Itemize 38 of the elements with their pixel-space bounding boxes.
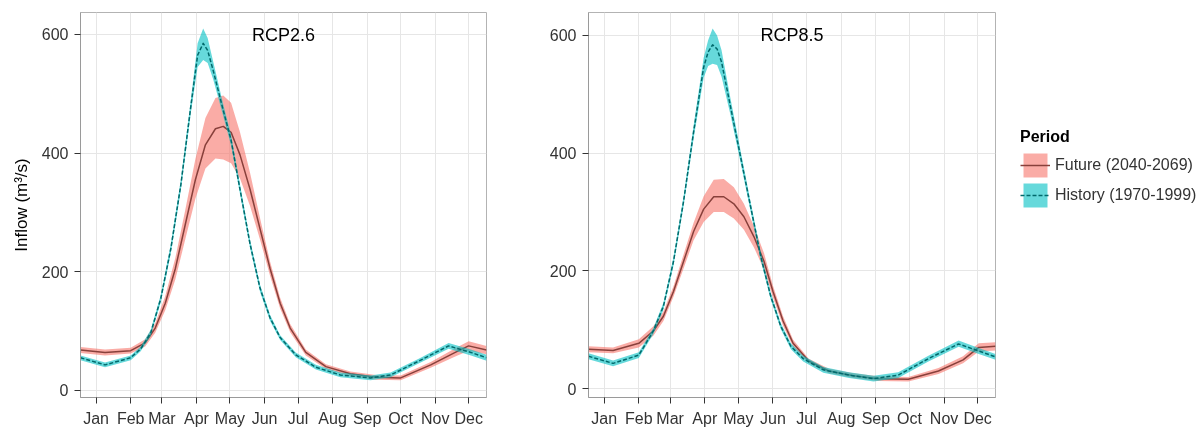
x-tick-label: Dec bbox=[963, 409, 992, 427]
y-tick-label: 0 bbox=[567, 380, 577, 398]
y-axis-title: Inflow (m³/s) bbox=[11, 158, 31, 252]
text: RCP2.6 bbox=[251, 24, 316, 45]
x-tick-label: Oct bbox=[896, 409, 923, 427]
x-tick-label: Feb bbox=[625, 409, 653, 427]
x-tick-label: Mar bbox=[656, 409, 685, 427]
y-tick-label: 600 bbox=[549, 27, 577, 45]
x-tick-label: Aug bbox=[826, 409, 856, 427]
x-tick-label: Nov bbox=[420, 409, 450, 427]
legend-label: History (1970-1999) bbox=[1055, 185, 1197, 204]
x-tick-label: Apr bbox=[184, 409, 210, 427]
y-tick-label: 0 bbox=[59, 382, 69, 400]
x-tick-label: Jul bbox=[796, 409, 817, 427]
x-tick-label: May bbox=[214, 409, 246, 427]
x-tick-label: Sep bbox=[861, 409, 891, 427]
legend-label: Future (2040-2069) bbox=[1055, 155, 1193, 174]
x-tick-label: Jan bbox=[591, 409, 618, 427]
x-tick-label: May bbox=[723, 409, 754, 427]
x-tick-label: Jun bbox=[760, 409, 786, 427]
x-tick-label: Aug bbox=[318, 409, 347, 427]
legend-title: Period bbox=[1020, 127, 1071, 146]
x-tick-label: Sep bbox=[352, 409, 382, 427]
text: RCP8.5 bbox=[760, 24, 824, 45]
x-tick-label: Dec bbox=[454, 409, 483, 427]
x-tick-label: Jun bbox=[251, 409, 278, 427]
y-tick-label: 400 bbox=[41, 145, 69, 163]
x-tick-label: Apr bbox=[692, 409, 718, 427]
x-tick-label: Jan bbox=[83, 409, 110, 427]
y-tick-label: 200 bbox=[41, 263, 69, 281]
y-tick-label: 600 bbox=[41, 26, 69, 44]
x-tick-label: Oct bbox=[388, 409, 414, 427]
y-tick-label: 400 bbox=[549, 145, 577, 163]
x-tick-label: Jul bbox=[287, 409, 309, 427]
x-tick-label: Nov bbox=[929, 409, 959, 427]
x-tick-label: Feb bbox=[116, 409, 145, 427]
x-tick-label: Mar bbox=[148, 409, 177, 427]
y-tick-label: 200 bbox=[549, 262, 577, 280]
